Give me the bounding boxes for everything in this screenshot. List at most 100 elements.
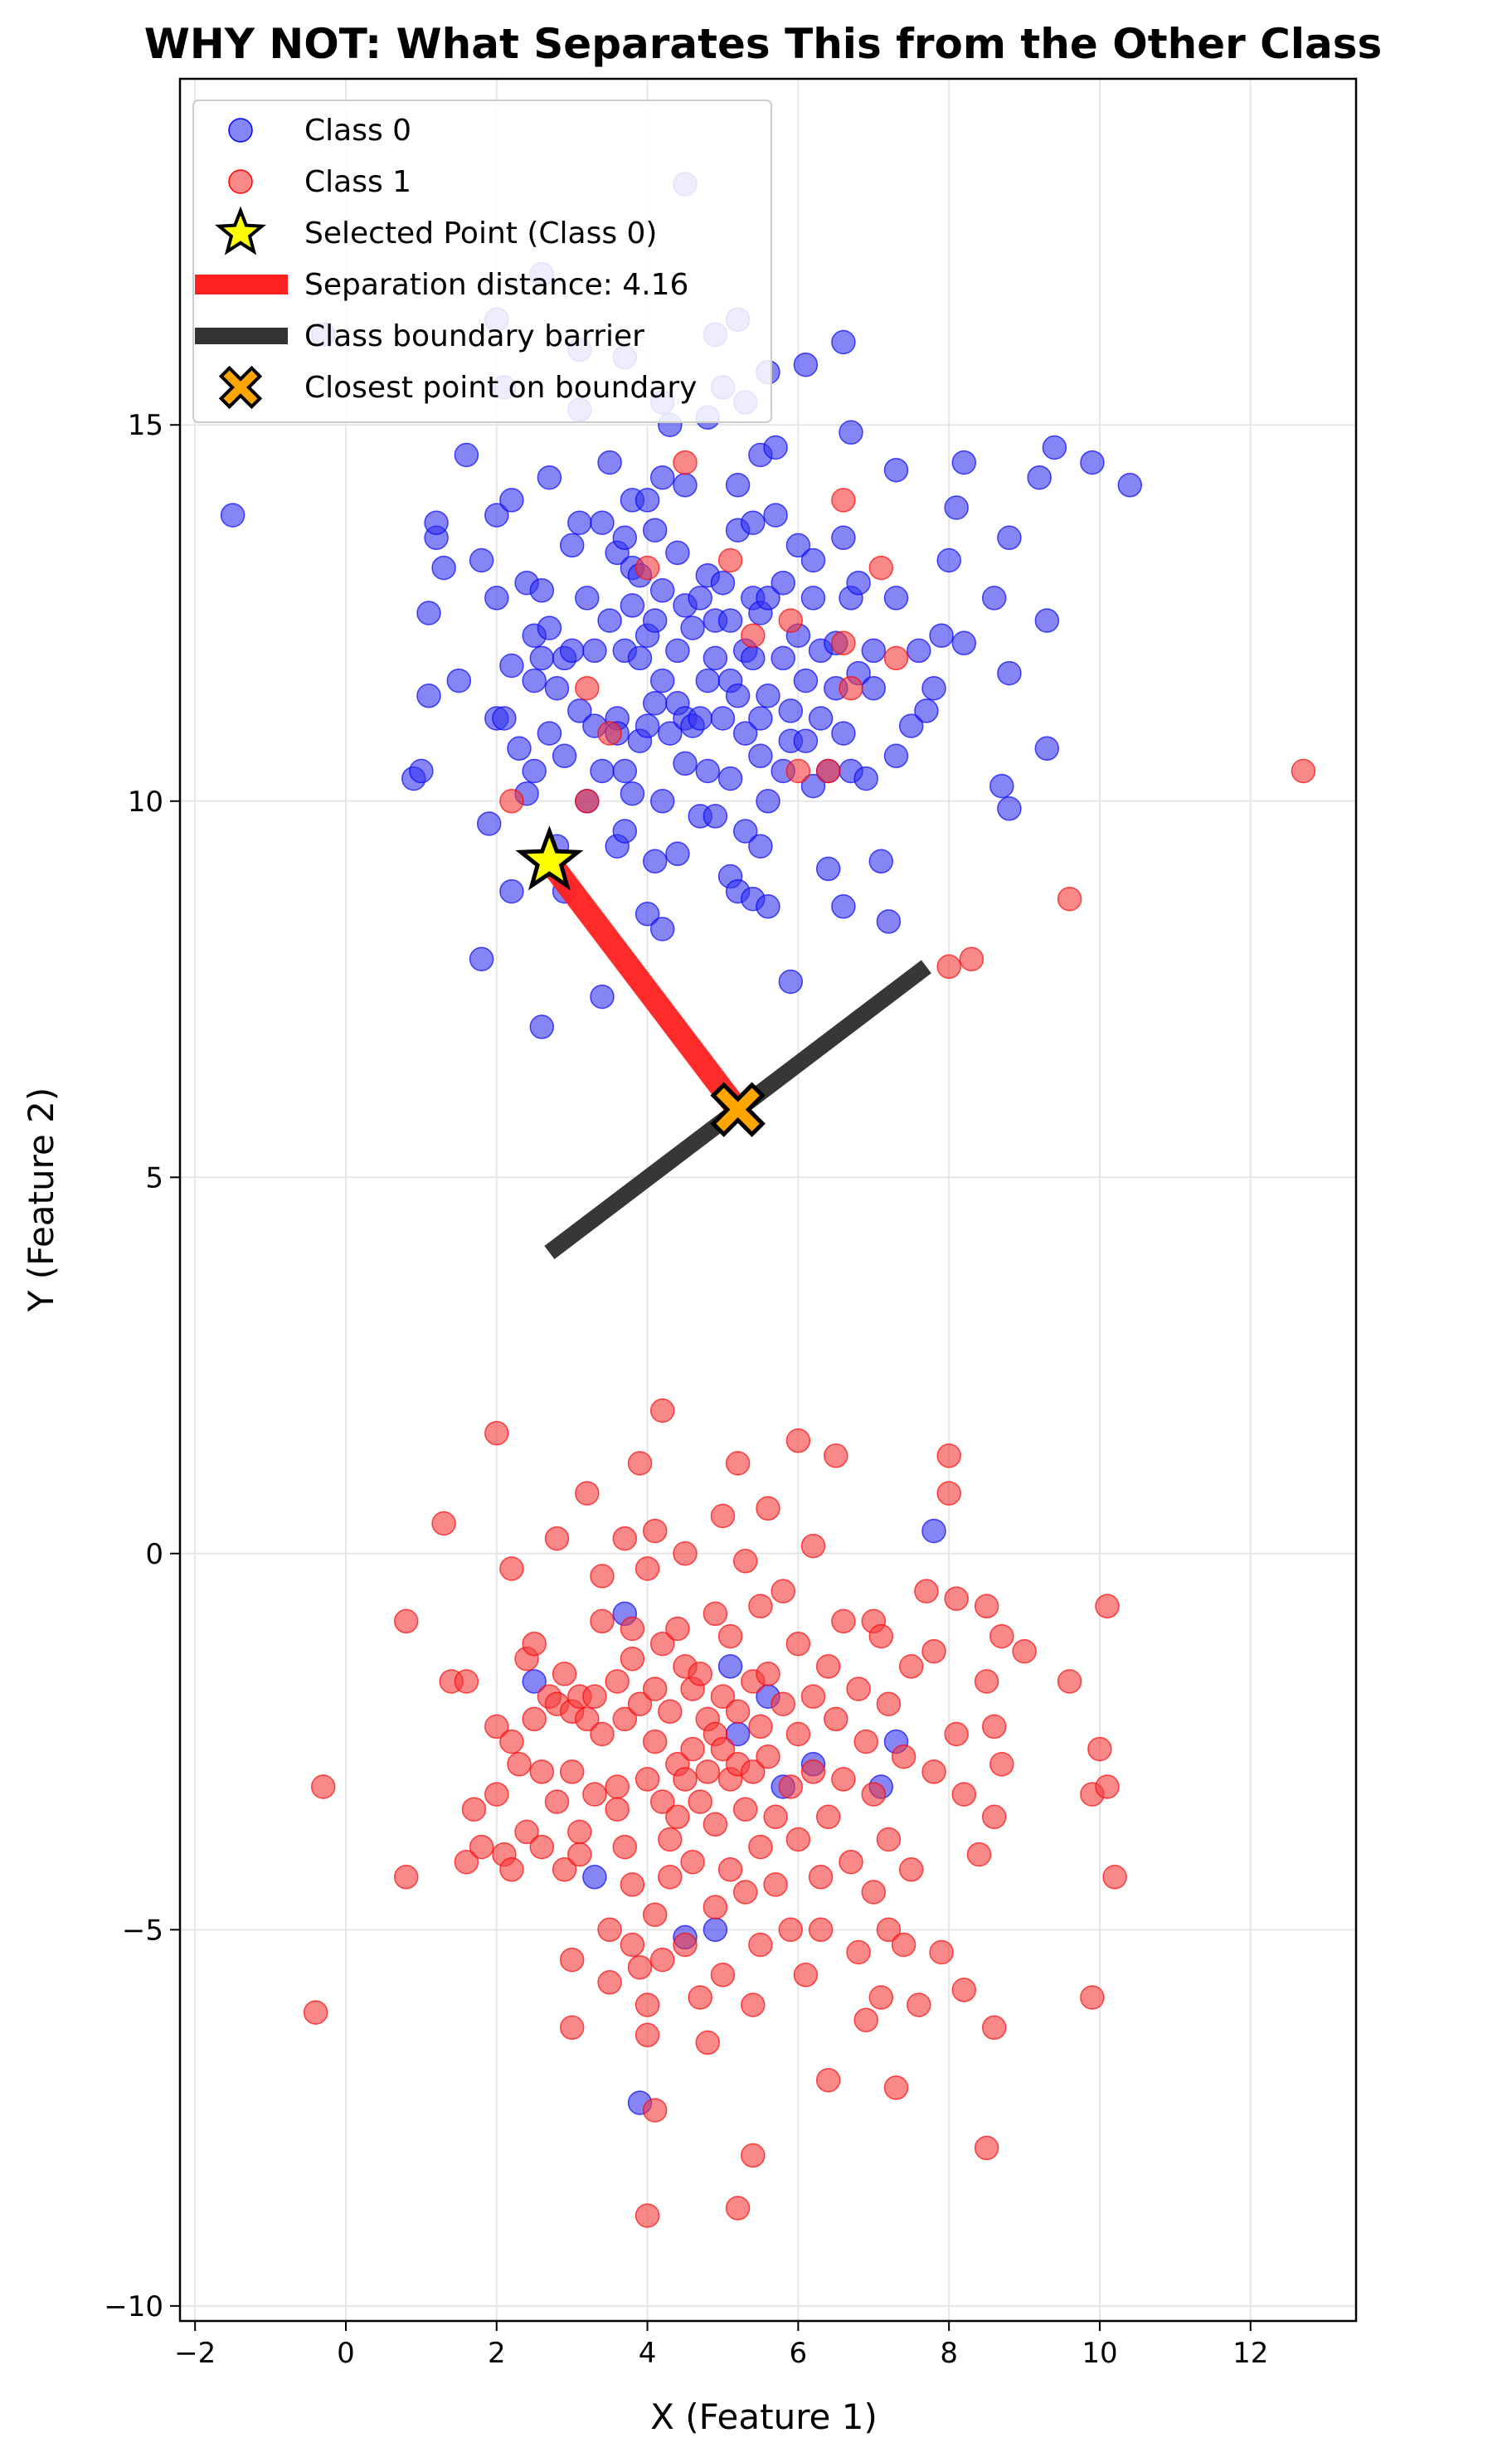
class0-point [597, 608, 622, 633]
legend-closest-label: Closest point on boundary [304, 371, 697, 405]
class1-point [748, 1834, 773, 1860]
y-tick-label: −5 [122, 1914, 163, 1947]
y-tick-label: −10 [104, 2290, 163, 2323]
class0-point [620, 593, 645, 618]
class1-point [642, 1518, 668, 1544]
class1-point [544, 1789, 570, 1814]
class0-point [582, 638, 607, 664]
class0-point [649, 917, 675, 941]
class1-point [582, 1782, 607, 1807]
class1-point [861, 1880, 887, 1905]
class1-point [567, 1842, 592, 1867]
class0-point [634, 713, 660, 738]
class0-point [989, 773, 1014, 799]
class1-point [484, 1714, 509, 1739]
class0-point [649, 465, 675, 490]
class1-point [966, 1842, 992, 1867]
class1-point [748, 1714, 773, 1739]
class0-point [634, 488, 660, 513]
class0-point [695, 668, 721, 693]
class0-point [649, 668, 675, 693]
class1-point [936, 954, 961, 980]
class1-point [484, 1420, 509, 1446]
class1-point [393, 1865, 419, 1890]
class1-point [748, 1593, 773, 1619]
class0-point [492, 706, 517, 731]
class0-point [537, 721, 562, 746]
class0-point [831, 525, 856, 551]
class1-point [778, 608, 804, 633]
class1-point [717, 1857, 743, 1882]
class1-point [597, 721, 622, 746]
class0-point [695, 758, 721, 784]
class0-point [732, 819, 758, 844]
class0-point [839, 420, 863, 445]
y-tick-label: 5 [145, 1161, 163, 1195]
class0-point [861, 638, 887, 664]
class1-point [756, 1744, 780, 1769]
class1-point [815, 2067, 841, 2093]
class1-point [695, 1759, 721, 1784]
class0-point [476, 811, 502, 836]
class0-point [634, 902, 660, 927]
legend-barrier-label: Class boundary barrier [304, 319, 644, 353]
closest-point-marker [710, 1082, 766, 1137]
class1-point [529, 1834, 555, 1860]
class1-point [649, 1631, 675, 1657]
class1-point [785, 758, 811, 784]
class0-point [778, 969, 804, 995]
class1-point [959, 946, 985, 971]
legend-class1-marker [228, 169, 253, 194]
class1-point [673, 1541, 698, 1566]
class1-point [756, 1496, 780, 1521]
class1-point [499, 789, 524, 814]
class1-point [634, 2203, 660, 2228]
class1-point [824, 1443, 848, 1468]
x-tick-label: 2 [488, 2337, 506, 2370]
class1-point [808, 1865, 834, 1890]
class1-point [868, 1623, 894, 1649]
legend: Class 0 Class 1 Selected Point (Class 0)… [192, 100, 772, 423]
class1-point [649, 1398, 675, 1423]
class1-point [725, 1699, 751, 1725]
class0-point [717, 766, 743, 791]
class0-point [597, 450, 622, 475]
class1-point [883, 645, 909, 671]
class1-point [634, 555, 660, 581]
class0-point [454, 442, 479, 468]
class1-point [815, 1654, 841, 1679]
class1-point [680, 1849, 705, 1875]
class0-point [220, 503, 246, 528]
class1-point [642, 1676, 668, 1701]
legend-box [192, 100, 772, 423]
class1-point [559, 2015, 585, 2041]
class1-point [582, 1684, 607, 1709]
class1-point [883, 2075, 909, 2100]
class0-point [1027, 465, 1052, 490]
plot-frame [178, 77, 1358, 2323]
class0-point [703, 804, 728, 829]
class1-point [771, 1579, 795, 1603]
y-tick-label: 0 [145, 1538, 163, 1571]
class1-point [831, 488, 856, 513]
class0-point [559, 533, 585, 558]
class1-point [703, 1895, 728, 1919]
class1-point [658, 1699, 683, 1725]
class1-point [597, 1917, 622, 1943]
class0-point [756, 586, 780, 611]
class0-point [529, 1014, 555, 1039]
class0-point [612, 819, 638, 844]
class0-point [1080, 450, 1105, 475]
class0-point [627, 645, 653, 671]
class1-point [1080, 1985, 1105, 2010]
class1-point [575, 789, 600, 814]
class0-point [929, 623, 954, 648]
class1-point [717, 547, 743, 573]
class1-point [763, 1872, 788, 1897]
class0-point [431, 555, 456, 581]
class0-point [831, 894, 856, 919]
class1-point [665, 1804, 690, 1830]
class1-point [944, 1721, 969, 1747]
class0-point [741, 645, 766, 671]
class0-point [741, 510, 766, 535]
